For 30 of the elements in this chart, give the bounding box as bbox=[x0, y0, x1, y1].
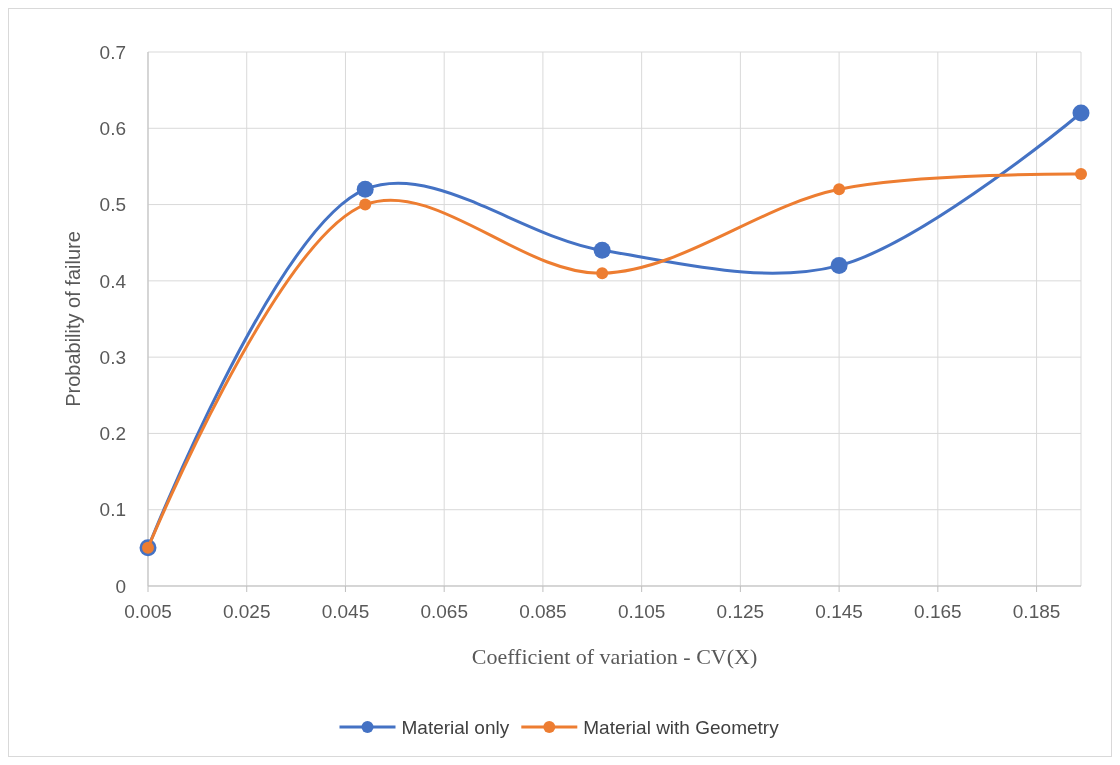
x-tick-label: 0.185 bbox=[1012, 601, 1061, 622]
point bbox=[593, 241, 611, 259]
y-tick-label: 0.6 bbox=[99, 117, 126, 139]
y-axis-title: Probability of failure bbox=[62, 231, 84, 407]
y-tick-label: 0.2 bbox=[99, 423, 126, 445]
x-tick-label: 0.065 bbox=[420, 601, 468, 622]
x-tick-label: 0.125 bbox=[716, 601, 765, 622]
point bbox=[1075, 168, 1087, 181]
point bbox=[1072, 104, 1090, 122]
x-tick-label: 0.025 bbox=[222, 601, 271, 622]
x-tick-label: 0.045 bbox=[321, 601, 370, 622]
point bbox=[833, 183, 846, 196]
x-tick-label: 0.105 bbox=[617, 601, 666, 622]
y-tick-label: 0.3 bbox=[99, 346, 126, 368]
x-tick-label: 0.165 bbox=[914, 601, 962, 622]
point bbox=[596, 267, 609, 280]
y-tick-label: 0.7 bbox=[99, 41, 126, 63]
x-axis-title: Coefficient of variation - CV(X) bbox=[471, 644, 758, 669]
point bbox=[356, 180, 374, 198]
y-tick-label: 0 bbox=[115, 575, 126, 597]
y-tick-label: 0.4 bbox=[99, 270, 127, 292]
point bbox=[359, 198, 372, 211]
point bbox=[830, 257, 848, 275]
x-tick-label: 0.145 bbox=[815, 601, 863, 622]
legend-label: Material only bbox=[401, 716, 510, 738]
y-tick-label: 0.1 bbox=[99, 499, 126, 521]
x-tick-label: 0.085 bbox=[519, 601, 567, 622]
legend-label: Material with Geometry bbox=[583, 716, 780, 738]
y-tick-label: 0.5 bbox=[99, 194, 126, 216]
x-tick-label: 0.005 bbox=[124, 601, 172, 622]
